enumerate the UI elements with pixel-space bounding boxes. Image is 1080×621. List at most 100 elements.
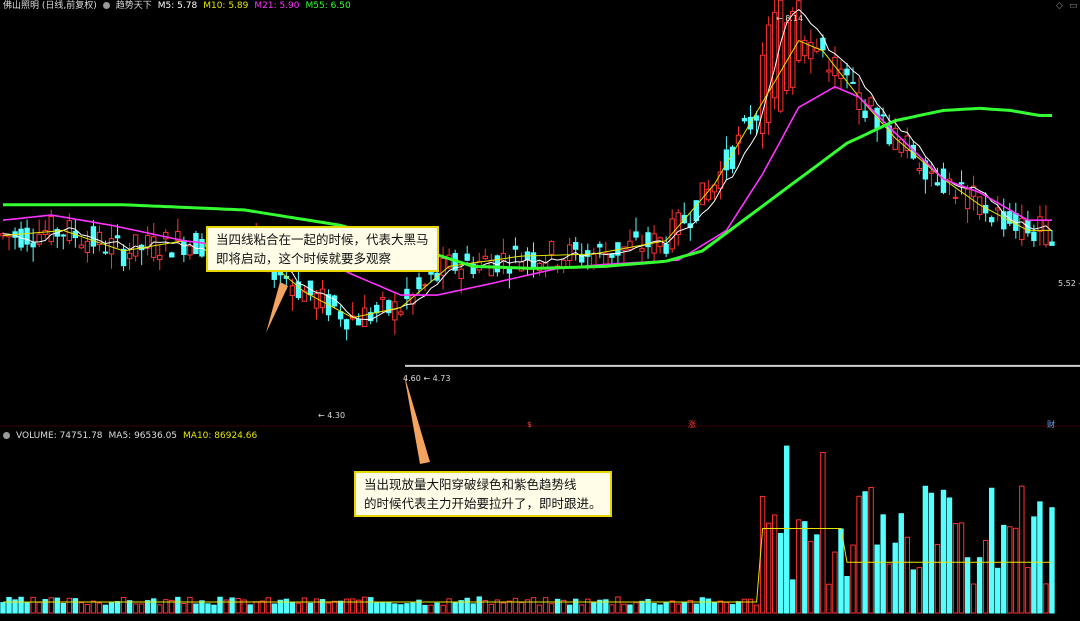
volume-bar [157,604,163,614]
volume-bar [30,596,36,614]
volume-bar [826,583,832,614]
indicator-name: 趋势天下 [115,1,152,11]
ma10-value: M10: 5.89 [203,1,249,11]
candle-body [355,318,362,326]
volume-bar [60,602,66,614]
candle-body [1043,219,1049,246]
volume-bar [205,603,211,614]
candle-body [597,243,603,248]
volume-bar [597,599,603,614]
ma21-line [2,85,1052,296]
volume-bar [759,495,766,614]
volume-bar [573,598,579,614]
volume-bar [476,596,482,614]
volume-bar [6,597,12,614]
volume-bar [892,542,898,614]
volume-bar [615,596,621,614]
volume-bar [850,544,856,614]
candle-body [771,11,778,99]
candle-body [874,107,880,130]
volume-bar [464,597,470,614]
volume-bar [66,597,73,614]
volume-bar [560,599,567,614]
volume-bar [958,522,965,614]
volume-bar [175,596,181,614]
volume-bar [151,598,157,614]
ma55-value: M55: 6.50 [305,1,351,11]
volume-bar [404,603,410,614]
volume-bar [856,495,862,614]
candle-body [796,0,802,62]
candle-body [717,171,724,189]
volume-bar [542,597,549,614]
volume-bar [223,599,229,614]
candle-body [458,268,464,279]
candle-body [777,0,784,112]
volume-bar [506,600,513,614]
volume-bar [295,602,302,614]
volume-bar [470,603,476,614]
volume-bar [524,599,531,614]
volume-bar [585,598,591,614]
volume-bar [440,604,446,614]
candle-body [892,127,898,150]
volume-bar [343,598,350,614]
volume-bar [735,601,742,614]
volume-bar [784,445,790,614]
diamond-icon[interactable]: ◇ [1056,1,1063,11]
volume-bar [609,604,615,614]
volume-bar [301,597,308,614]
volume-bar [265,597,271,614]
candle-body [301,290,308,302]
candle-body [313,293,320,309]
volume-bar [988,487,995,614]
volume-bar [928,492,935,614]
volume-bar [832,551,838,614]
candle-body [765,24,772,123]
candle-body [1019,218,1025,241]
volume-ma-line [3,528,1052,603]
volume-bar [808,540,814,614]
volume-bar [874,544,880,614]
volume-ma10: MA10: 86924.66 [183,431,258,441]
candle-body [386,300,392,314]
candle-body [952,196,959,199]
volume-bar [482,600,488,614]
volume-bar [386,602,392,614]
volume-bar [548,603,555,614]
volume-bar [554,598,561,614]
volume-bar [1037,501,1043,614]
candle-body [928,171,935,174]
candle-body [988,217,995,223]
callout-1-line-1: 当四线粘合在一起的时候，代表大黑马 [216,232,429,247]
candle-body [880,114,886,117]
candle-body [48,216,54,243]
candle-body [470,263,476,275]
candle-body [368,312,374,322]
volume-bar [108,602,115,614]
volume-bar [132,603,139,614]
candle-body [96,231,103,246]
volume-bar [916,567,923,614]
ma5-value: M5: 5.78 [157,1,198,11]
candle-body [868,97,874,107]
volume-bar [904,536,910,614]
candle-body [663,243,669,254]
candle-body [500,252,507,262]
volume-bar [910,569,917,614]
candle-body [169,252,175,258]
volume-bar [639,600,645,614]
volume-bar [114,601,121,614]
volume-bar [579,604,585,614]
candle-body [24,227,30,245]
volume-bar [96,602,103,614]
volume-bar [790,579,796,614]
volume-bar [621,603,627,614]
volume-bar [982,539,989,614]
event-marker: $ [527,420,532,429]
window-icon[interactable]: ▭ [1069,1,1078,11]
volume-bar [518,602,525,614]
volume-bar [741,598,748,614]
volume-bar [428,604,434,614]
volume-bar [868,486,874,614]
